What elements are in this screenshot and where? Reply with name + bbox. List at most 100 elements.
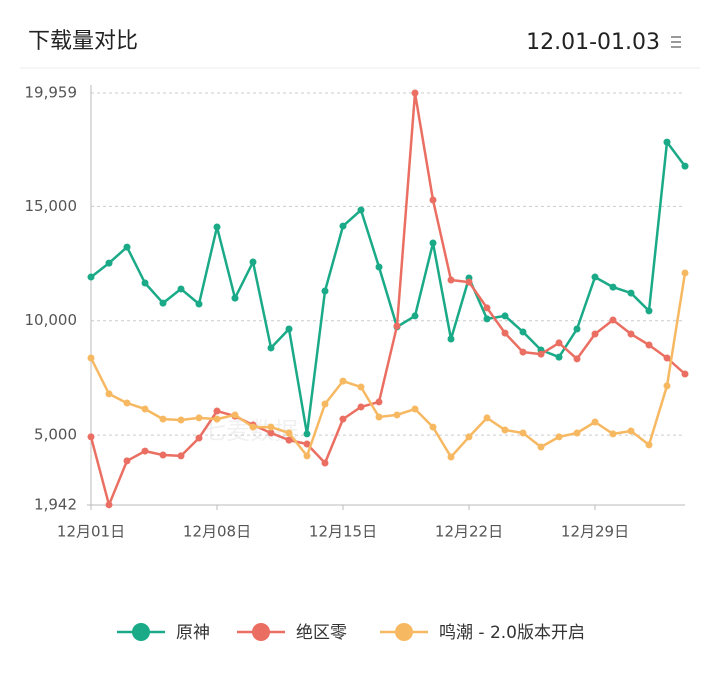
point [501,329,509,337]
point [591,418,599,426]
point [375,263,383,271]
y-tick-label: 10,000 [25,311,78,329]
point [573,429,581,437]
point [393,411,401,419]
point [267,429,275,437]
line [89,91,686,507]
point [663,382,671,390]
point [555,339,563,347]
x-tick-label: 12月29日 [561,523,629,541]
point [663,354,671,362]
point [609,283,617,291]
point [195,414,203,422]
point [267,344,275,352]
point [321,287,329,295]
point [159,451,167,459]
point [231,411,239,419]
date-range[interactable]: 12.01-01.03 [526,30,660,55]
point [285,325,293,333]
legend-marker [132,623,150,641]
point [411,312,419,320]
point [303,440,311,448]
point [645,441,653,449]
menu-icon[interactable] [671,36,681,48]
point [573,355,581,363]
point [411,89,419,97]
point [339,415,347,423]
point [123,243,131,251]
point [645,307,653,315]
point [519,429,527,437]
point [411,405,419,413]
point [123,399,131,407]
point [501,426,509,434]
legend-label: 绝区零 [296,623,347,643]
point [321,459,329,467]
point [483,304,491,312]
legend-marker [252,623,270,641]
point [177,452,185,460]
point [501,312,509,320]
point [429,423,437,431]
point [177,416,185,424]
point [537,350,545,358]
point [681,269,689,277]
point [357,403,365,411]
point [87,354,95,362]
legend-label: 原神 [176,623,210,643]
point [357,383,365,391]
y-tick-label: 15,000 [25,197,78,215]
point [447,453,455,461]
point [429,239,437,247]
point [213,407,221,415]
point [555,433,563,441]
point [321,400,329,408]
point [213,223,221,231]
point [195,434,203,442]
point [303,430,311,438]
y-tick-label: 1,942 [34,496,77,514]
point [663,138,671,146]
point [141,447,149,455]
point [465,433,473,441]
x-tick-label: 12月22日 [435,523,503,541]
legend-marker [395,623,413,641]
point [159,299,167,307]
line [89,272,687,459]
point [429,196,437,204]
point [375,398,383,406]
point [627,330,635,338]
point [609,316,617,324]
point [285,429,293,437]
point [105,390,113,398]
point [645,341,653,349]
point [249,423,257,431]
point [483,315,491,323]
legend-label: 鸣潮 - 2.0版本开启 [439,623,585,643]
x-tick-label: 12月15日 [309,523,377,541]
point [627,289,635,297]
point [177,285,185,293]
point [555,353,563,361]
point [357,206,365,214]
point [231,294,239,302]
x-tick-label: 12月01日 [57,523,125,541]
point [87,433,95,441]
point [159,415,167,423]
point [537,443,545,451]
point [609,430,617,438]
point [285,436,293,444]
point [465,278,473,286]
point [591,330,599,338]
point [195,300,203,308]
point [123,457,131,465]
point [447,276,455,284]
chart-title: 下载量对比 [28,29,138,54]
point [447,335,455,343]
point [339,377,347,385]
point [681,370,689,378]
point [681,162,689,170]
point [573,325,581,333]
point [87,273,95,281]
